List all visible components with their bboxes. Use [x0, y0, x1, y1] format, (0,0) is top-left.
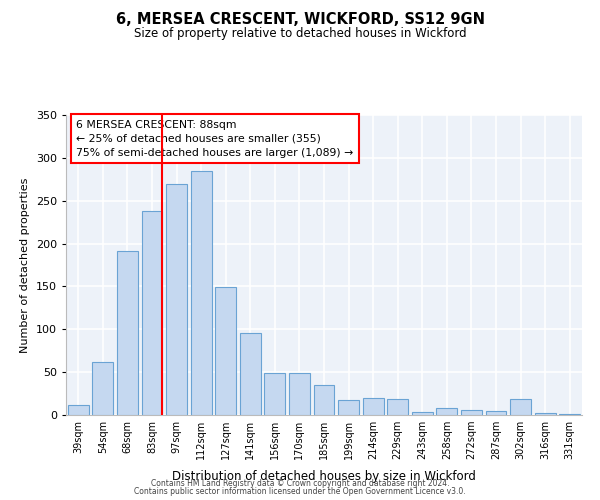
Bar	[559, 414, 580, 415]
Bar	[412, 412, 433, 415]
Text: 6, MERSEA CRESCENT, WICKFORD, SS12 9GN: 6, MERSEA CRESCENT, WICKFORD, SS12 9GN	[115, 12, 485, 28]
Bar	[92, 362, 113, 415]
Text: Contains public sector information licensed under the Open Government Licence v3: Contains public sector information licen…	[134, 487, 466, 496]
Bar	[387, 398, 408, 415]
Bar	[436, 408, 457, 415]
Text: 6 MERSEA CRESCENT: 88sqm
← 25% of detached houses are smaller (355)
75% of semi-: 6 MERSEA CRESCENT: 88sqm ← 25% of detach…	[76, 120, 353, 158]
Bar	[510, 398, 531, 415]
Bar	[289, 373, 310, 415]
Bar	[166, 184, 187, 415]
Bar	[362, 398, 383, 415]
Bar	[265, 373, 286, 415]
Bar	[117, 252, 138, 415]
Text: Contains HM Land Registry data © Crown copyright and database right 2024.: Contains HM Land Registry data © Crown c…	[151, 478, 449, 488]
Bar	[461, 410, 482, 415]
Bar	[314, 385, 334, 415]
Text: Size of property relative to detached houses in Wickford: Size of property relative to detached ho…	[134, 28, 466, 40]
Bar	[240, 332, 261, 415]
Bar	[142, 211, 163, 415]
Bar	[485, 410, 506, 415]
Bar	[215, 288, 236, 415]
Bar	[191, 170, 212, 415]
X-axis label: Distribution of detached houses by size in Wickford: Distribution of detached houses by size …	[172, 470, 476, 484]
Y-axis label: Number of detached properties: Number of detached properties	[20, 178, 30, 352]
Bar	[535, 414, 556, 415]
Bar	[68, 404, 89, 415]
Bar	[338, 400, 359, 415]
